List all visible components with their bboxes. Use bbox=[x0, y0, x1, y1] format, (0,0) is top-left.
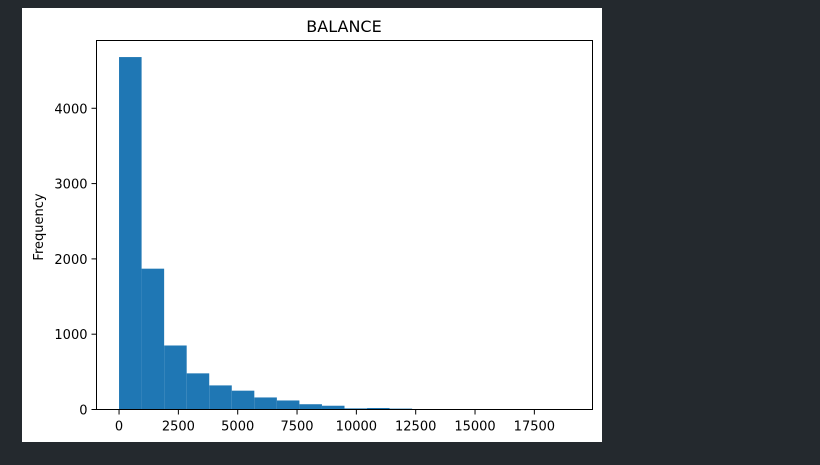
histogram-bar bbox=[344, 408, 368, 410]
y-tick-label: 4000 bbox=[54, 102, 87, 117]
y-axis-ticks: 0 1000 2000 3000 4000 bbox=[54, 102, 97, 419]
plot-area-frame bbox=[96, 40, 593, 410]
y-tick-label: 3000 bbox=[54, 178, 87, 193]
x-tick-label: 12500 bbox=[395, 420, 436, 435]
x-tick-label: 2500 bbox=[162, 420, 195, 435]
y-tick-label: 0 bbox=[79, 404, 87, 419]
x-tick-label: 15000 bbox=[454, 420, 495, 435]
x-tick-label: 7500 bbox=[280, 420, 313, 435]
histogram-bar bbox=[299, 404, 322, 410]
y-tick-label: 1000 bbox=[54, 328, 87, 343]
histogram-bar bbox=[254, 397, 277, 410]
histogram-bar bbox=[231, 390, 255, 410]
y-tick-label: 2000 bbox=[54, 253, 87, 268]
histogram-bar bbox=[164, 345, 187, 410]
histogram-bar bbox=[321, 405, 345, 410]
y-axis-label: Frequency bbox=[32, 193, 47, 260]
histogram-chart: BALANCE Frequency 0 2500 5000 7500 10000 1250… bbox=[32, 17, 593, 435]
chart-figure: BALANCE Frequency 0 2500 5000 7500 10000 1250… bbox=[22, 8, 602, 442]
histogram-bar bbox=[276, 400, 300, 410]
histogram-bar bbox=[119, 57, 142, 410]
x-tick-label: 17500 bbox=[514, 420, 555, 435]
bars-group bbox=[119, 57, 570, 410]
histogram-bar bbox=[141, 268, 165, 410]
histogram-bar bbox=[186, 373, 210, 410]
x-tick-label: 0 bbox=[115, 420, 123, 435]
x-axis-ticks: 0 2500 5000 7500 10000 12500 15000 17500 bbox=[115, 409, 555, 435]
histogram-bar bbox=[367, 407, 390, 410]
x-tick-label: 5000 bbox=[221, 420, 254, 435]
chart-title: BALANCE bbox=[306, 17, 381, 36]
x-tick-label: 10000 bbox=[336, 420, 377, 435]
histogram-bar bbox=[209, 385, 232, 410]
